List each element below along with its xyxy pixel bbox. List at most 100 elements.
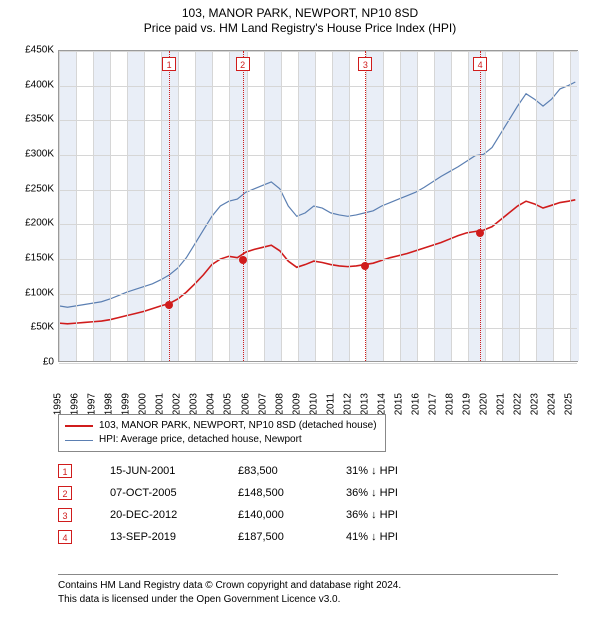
gridline-v [485, 51, 486, 361]
y-axis-labels: £0£50K£100K£150K£200K£250K£300K£350K£400… [12, 50, 56, 362]
y-tick-label: £200K [25, 218, 54, 229]
x-tick-label: 2011 [325, 393, 336, 415]
legend-swatch [65, 440, 93, 441]
footer-divider [58, 574, 558, 575]
page-root: 103, MANOR PARK, NEWPORT, NP10 8SD Price… [0, 0, 600, 620]
legend: 103, MANOR PARK, NEWPORT, NP10 8SD (deta… [58, 414, 386, 452]
events-table-price: £140,000 [238, 509, 328, 521]
gridline-v [264, 51, 265, 361]
event-marker [165, 301, 173, 309]
x-tick-label: 2009 [291, 393, 302, 415]
event-marker [476, 229, 484, 237]
legend-row: HPI: Average price, detached house, Newp… [65, 433, 377, 447]
event-marker [361, 262, 369, 270]
x-tick-label: 1995 [53, 393, 64, 415]
x-tick-label: 2019 [462, 393, 473, 415]
gridline-v [434, 51, 435, 361]
gridline-v [178, 51, 179, 361]
x-tick-label: 2003 [189, 393, 200, 415]
x-tick-label: 2021 [496, 393, 507, 415]
x-tick-label: 1998 [104, 393, 115, 415]
events-table-diff: 41% ↓ HPI [346, 531, 436, 543]
gridline-v [229, 51, 230, 361]
y-tick-label: £450K [25, 45, 54, 56]
events-table-date: 20-DEC-2012 [110, 509, 220, 521]
plot-area: 1 2 3 4 [58, 50, 578, 362]
gridline-v [417, 51, 418, 361]
x-tick-label: 2025 [564, 393, 575, 415]
events-table-badge: 3 [58, 508, 72, 522]
gridline-h [59, 86, 577, 87]
title-block: 103, MANOR PARK, NEWPORT, NP10 8SD Price… [0, 0, 600, 36]
y-tick-label: £100K [25, 287, 54, 298]
event-line [480, 51, 481, 361]
gridline-h [59, 51, 577, 52]
events-table-row: 115-JUN-2001£83,50031% ↓ HPI [58, 460, 436, 482]
gridline-v [315, 51, 316, 361]
event-marker [239, 256, 247, 264]
events-table-date: 15-JUN-2001 [110, 465, 220, 477]
events-table-price: £148,500 [238, 487, 328, 499]
gridline-v [298, 51, 299, 361]
event-line [243, 51, 244, 361]
y-tick-label: £0 [43, 357, 54, 368]
gridline-h [59, 259, 577, 260]
events-table-badge: 4 [58, 530, 72, 544]
x-tick-label: 1997 [87, 393, 98, 415]
x-tick-label: 2015 [393, 393, 404, 415]
events-table-row: 3 20-DEC-2012 £140,000 36% ↓ HPI [58, 504, 436, 526]
series-hpi [59, 82, 575, 307]
x-tick-label: 2005 [223, 393, 234, 415]
x-tick-label: 2001 [155, 393, 166, 415]
events-table-diff: 36% ↓ HPI [346, 509, 436, 521]
gridline-h [59, 155, 577, 156]
event-badge: 2 [236, 57, 250, 71]
series-property [59, 200, 575, 324]
gridline-v [553, 51, 554, 361]
event-badge: 4 [473, 57, 487, 71]
gridline-v [349, 51, 350, 361]
events-table-diff: 31% ↓ HPI [346, 465, 436, 477]
gridline-v [332, 51, 333, 361]
gridline-v [281, 51, 282, 361]
x-tick-label: 2016 [411, 393, 422, 415]
gridline-v [502, 51, 503, 361]
y-tick-label: £400K [25, 79, 54, 90]
event-badge: 1 [162, 57, 176, 71]
gridline-v [536, 51, 537, 361]
x-tick-label: 2000 [138, 393, 149, 415]
footer: Contains HM Land Registry data © Crown c… [58, 570, 558, 606]
gridline-h [59, 190, 577, 191]
legend-swatch [65, 425, 93, 427]
event-badge: 3 [358, 57, 372, 71]
events-table-date: 13-SEP-2019 [110, 531, 220, 543]
x-tick-label: 2014 [376, 393, 387, 415]
gridline-v [570, 51, 571, 361]
legend-label: 103, MANOR PARK, NEWPORT, NP10 8SD (deta… [99, 419, 377, 433]
x-tick-label: 1996 [70, 393, 81, 415]
gridline-v [383, 51, 384, 361]
gridline-v [247, 51, 248, 361]
events-table: 115-JUN-2001£83,50031% ↓ HPI207-OCT-2005… [58, 460, 436, 548]
gridline-v [161, 51, 162, 361]
x-tick-label: 2007 [257, 393, 268, 415]
chart: £0£50K£100K£150K£200K£250K£300K£350K£400… [12, 44, 588, 404]
y-tick-label: £350K [25, 114, 54, 125]
x-tick-label: 2024 [547, 393, 558, 415]
x-tick-label: 2002 [172, 393, 183, 415]
x-tick-label: 2004 [206, 393, 217, 415]
page-title-line1: 103, MANOR PARK, NEWPORT, NP10 8SD [0, 6, 600, 21]
gridline-v [400, 51, 401, 361]
x-tick-label: 2006 [240, 393, 251, 415]
footer-line1: Contains HM Land Registry data © Crown c… [58, 579, 558, 593]
event-line [169, 51, 170, 361]
gridline-v [451, 51, 452, 361]
gridline-h [59, 120, 577, 121]
x-tick-label: 2008 [274, 393, 285, 415]
page-title-line2: Price paid vs. HM Land Registry's House … [0, 21, 600, 36]
x-axis-labels: 1995199619971998199920002001200220032004… [58, 364, 578, 404]
y-tick-label: £50K [31, 322, 54, 333]
gridline-v [76, 51, 77, 361]
gridline-h [59, 224, 577, 225]
events-table-row: 207-OCT-2005£148,50036% ↓ HPI [58, 482, 436, 504]
